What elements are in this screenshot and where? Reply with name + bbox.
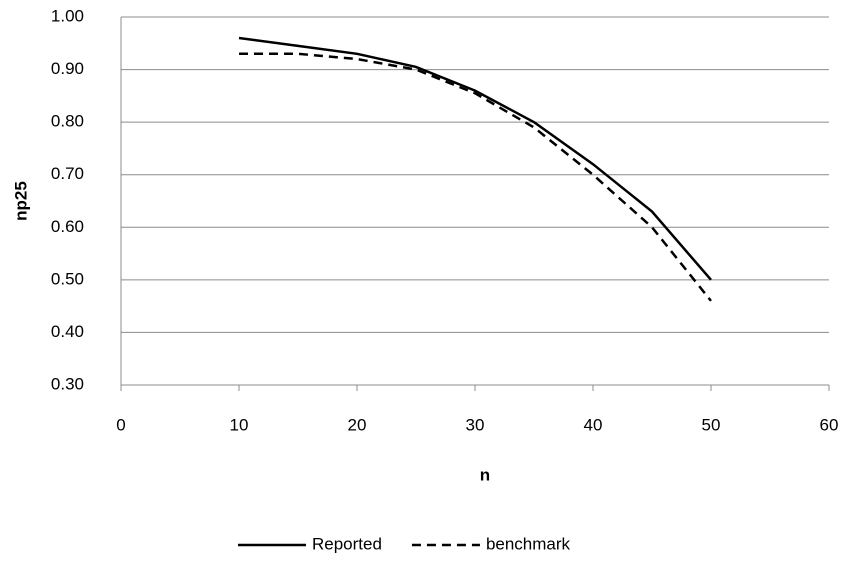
legend-label: benchmark <box>486 534 571 553</box>
y-tick-label: 0.40 <box>51 322 84 341</box>
y-axis-label: np25 <box>11 181 30 221</box>
x-tick-label: 20 <box>348 415 367 434</box>
y-tick-label: 0.30 <box>51 374 84 393</box>
x-tick-label: 40 <box>584 415 603 434</box>
y-tick-label: 0.70 <box>51 164 84 183</box>
y-tick-label: 0.50 <box>51 269 84 288</box>
x-tick-label: 60 <box>820 415 839 434</box>
line <box>238 36 712 281</box>
y-tick-label: 1.00 <box>51 6 84 25</box>
x-tick-label: 0 <box>116 415 125 434</box>
x-tick-label: 10 <box>230 415 249 434</box>
y-tick-label: 0.60 <box>51 217 84 236</box>
x-tick-label: 30 <box>466 415 485 434</box>
x-axis-label: n <box>480 465 490 484</box>
line <box>239 52 712 302</box>
y-tick-label: 0.80 <box>51 112 84 131</box>
legend-label: Reported <box>312 534 382 553</box>
y-tick-label: 0.90 <box>51 59 84 78</box>
x-tick-label: 50 <box>702 415 721 434</box>
